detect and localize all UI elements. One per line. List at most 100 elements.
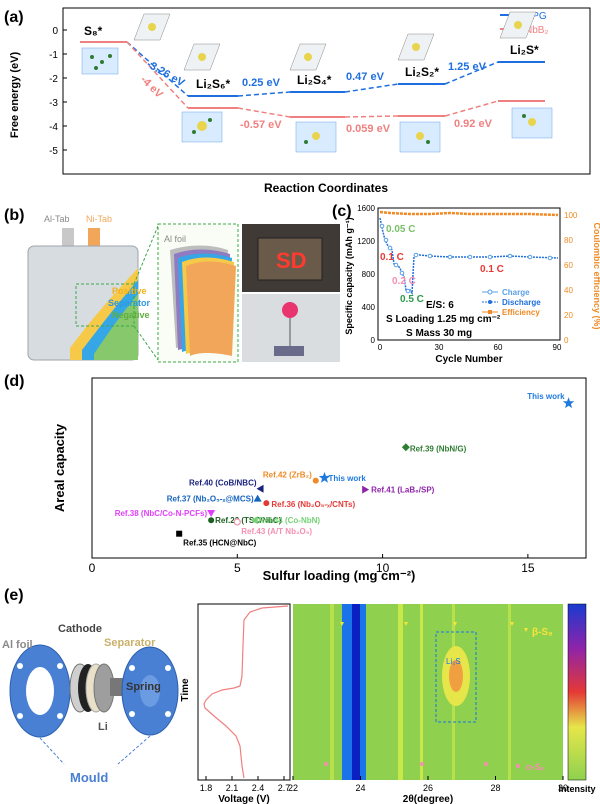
ni-tab-label: Ni-Tab <box>86 214 112 224</box>
c-ytick-left: 0 <box>371 336 376 345</box>
data-point-8 <box>207 510 216 517</box>
panel-c-frame <box>377 207 561 341</box>
npg-levels <box>188 61 545 97</box>
data-point-label-5: Ref.41 (LaB₆/SP) <box>371 486 435 495</box>
c-ytick-left: 400 <box>362 303 376 312</box>
voltage-tick-label: 2.4 <box>252 783 265 793</box>
a-ytick-label: -1 <box>49 50 58 61</box>
species-s8: S₈* <box>84 24 103 38</box>
separator-label-e: Separator <box>104 637 156 649</box>
svg-text:SD: SD <box>276 248 307 273</box>
species-li2s4: Li₂S₄* <box>297 73 332 87</box>
legend-efficiency: Efficiency <box>502 308 540 317</box>
legend-nbb2: NbB₂ <box>525 25 548 36</box>
sulfur-loading-note: S Loading 1.25 mg cm⁻² <box>386 314 501 325</box>
electrode-stack <box>170 245 236 356</box>
theta-tick-label: 28 <box>490 783 500 793</box>
panel-d-label: (d) <box>4 373 24 390</box>
c-xtick: 60 <box>494 343 503 352</box>
ni-tab-shape <box>88 228 100 250</box>
c-xtick: 30 <box>435 343 444 352</box>
nbb2-levels <box>188 100 545 118</box>
d-xtick-label: 0 <box>89 561 96 575</box>
sulfur-mass-note: S Mass 30 mg <box>406 328 472 339</box>
panel-d-xlabel: Sulfur loading (mg cm⁻²) <box>263 568 416 583</box>
voltage-curve <box>203 605 289 779</box>
c-xtick: 90 <box>553 343 562 352</box>
data-point-4 <box>256 484 264 493</box>
al-tab-shape <box>62 228 74 250</box>
data-point-1 <box>401 443 410 452</box>
xrd-bands <box>330 604 511 780</box>
legend-discharge: Discharge <box>502 298 541 307</box>
data-point-3 <box>318 471 331 483</box>
panel-d-points: This work Ref.39 (NbN/G) Ref.42 (ZrB₂) This… <box>115 392 575 548</box>
species-li2s: Li₂S* <box>510 43 539 57</box>
panel-c-yticks-left: 0 400 800 1200 1600 <box>357 204 375 345</box>
panel-c-xlabel: Cycle Number <box>435 354 502 365</box>
panel-d-xticks: 0 5 10 15 <box>89 554 535 575</box>
data-point-9 <box>208 517 215 524</box>
data-point-label-7: Ref.36 (Nb₂O₅-ₓ/CNTs) <box>271 500 355 509</box>
nbb2-step-3: 0.059 eV <box>346 123 391 135</box>
nbb2-connectors <box>126 41 499 118</box>
theta-tick-label: 24 <box>355 783 365 793</box>
panel-e-label: (e) <box>4 587 24 604</box>
positive-label: Positive <box>112 286 147 296</box>
data-point-2 <box>312 477 319 484</box>
a-ytick-label: -2 <box>49 74 58 85</box>
rate-0-1c-first: 0.1 C <box>380 252 404 263</box>
voltage-tick-label: 1.8 <box>200 783 213 793</box>
panel-b-label: (b) <box>4 207 24 224</box>
time-label: Time <box>180 678 191 702</box>
data-point-label-6: Ref.37 (Nb₂O₅-ₓ@MCS) <box>167 495 254 504</box>
panel-a-yticks: 0 -1 -2 -3 -4 -5 <box>49 26 67 157</box>
d-xtick-label: 10 <box>376 561 390 575</box>
data-point-10 <box>250 516 258 525</box>
data-point-11 <box>233 518 241 526</box>
al-tab-label: Al-Tab <box>44 214 70 224</box>
data-point-label-1: Ref.39 (NbN/G) <box>410 444 467 453</box>
voltage-xlabel: Voltage (V) <box>218 794 269 804</box>
panel-b-battery-schematic: (b) Al-Tab Ni-Tab Positive Separator Neg… <box>4 207 340 363</box>
mould-left <box>9 644 71 738</box>
data-point-label-2: Ref.42 (ZrB₂) <box>263 471 312 480</box>
d-xtick-label: 5 <box>234 561 241 575</box>
a-ytick-label: -5 <box>49 146 58 157</box>
c-xtick: 0 <box>378 343 383 352</box>
panel-c-cycling-chart: (c) Specific capacity (mAh g⁻¹) Coulombi… <box>332 203 600 365</box>
es-ratio: E/S: 6 <box>426 300 454 311</box>
data-point-12 <box>176 530 183 537</box>
cathode-label: Cathode <box>58 623 102 635</box>
panel-a-label: (a) <box>4 9 24 26</box>
data-point-label-10: Ref.44 (Co-NbN) <box>259 516 321 525</box>
cell-stack <box>69 663 126 713</box>
panel-a-ylabel: Free energy (eV) <box>9 52 21 139</box>
voltage-ticks: 1.8 2.1 2.4 2.7 <box>200 776 291 793</box>
nbb2-step-2: -0.57 eV <box>240 119 282 131</box>
panel-c-ylabel-left: Specific capacity (mAh g⁻¹) <box>344 217 354 334</box>
capacity-markers <box>379 223 553 294</box>
species-li2s6: Li₂S₆* <box>196 77 230 91</box>
data-point-6 <box>253 494 262 502</box>
legend-npg: NPG <box>525 11 547 22</box>
panel-c-yticks-right: 0 20 40 60 80 100 <box>564 211 578 345</box>
panel-d-areal-capacity-chart: (d) Areal capacity Sulfur loading (mg cm… <box>4 373 587 583</box>
c-ytick-left: 1200 <box>357 237 375 246</box>
negative-label: Negative <box>112 310 150 320</box>
beta-s8-markers <box>340 622 528 632</box>
panel-c-label: (c) <box>332 203 352 220</box>
npg-connectors <box>126 41 499 97</box>
npg-step-4: 1.25 eV <box>448 61 487 73</box>
voltage-tick-label: 2.7 <box>278 783 291 793</box>
al-foil-label-e: Al foil <box>2 639 33 651</box>
legend-charge: Charge <box>502 288 530 297</box>
c-ytick-right: 80 <box>564 236 573 245</box>
c-ytick-left: 1600 <box>357 204 375 213</box>
data-point-7 <box>263 500 270 507</box>
li2s-label: Li₂S <box>446 657 461 666</box>
al-foil-label: Al foil <box>164 234 186 244</box>
beta-s8-label: β-S₈ <box>532 627 553 638</box>
separator-label: Separator <box>108 298 151 308</box>
c-ytick-right: 40 <box>564 286 573 295</box>
